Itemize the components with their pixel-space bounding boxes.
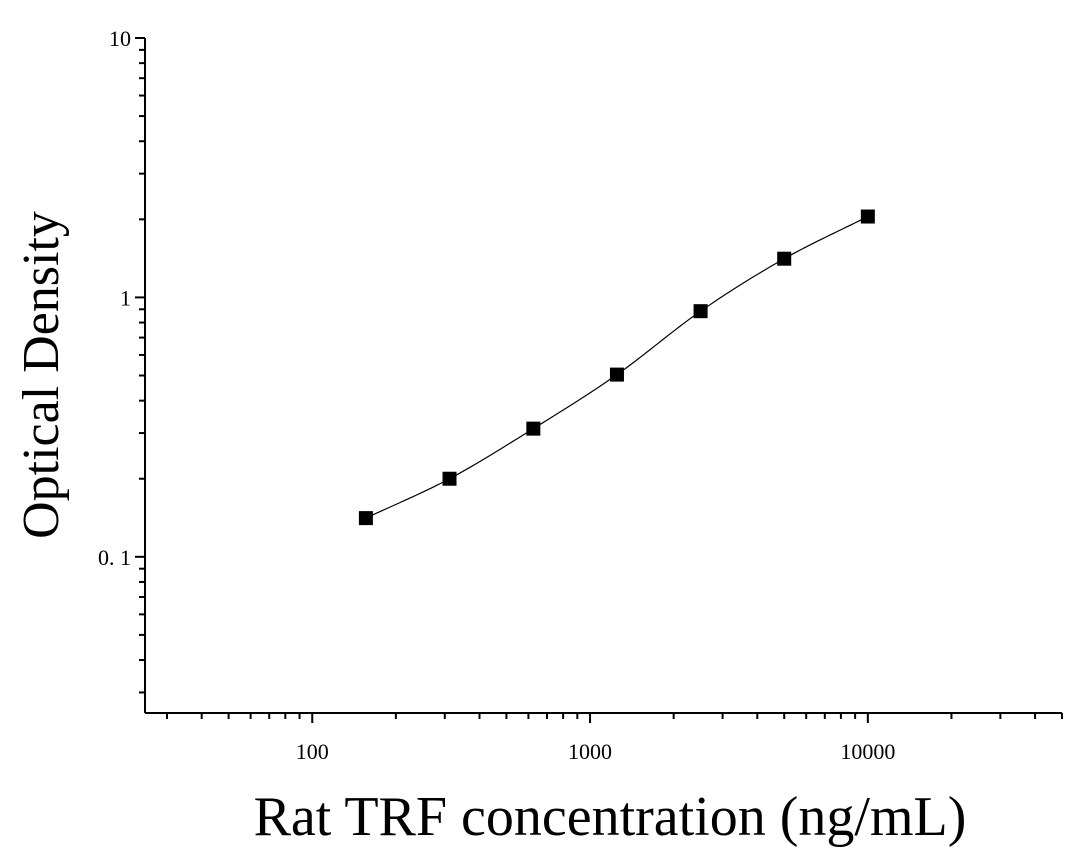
tick-labels: 100 1000 10000 0. 1 1 10 xyxy=(98,26,895,764)
data-point xyxy=(860,209,875,224)
y-tick-label: 1 xyxy=(120,285,131,310)
data-point xyxy=(609,367,624,382)
y-tick-label: 10 xyxy=(109,26,131,51)
fit-curve xyxy=(365,216,869,519)
ticks xyxy=(135,37,1063,723)
x-axis-title: Rat TRF concentration (ng/mL) xyxy=(254,786,967,848)
axes xyxy=(144,38,1062,714)
y-tick-label: 0. 1 xyxy=(98,545,131,570)
data-point xyxy=(777,251,792,266)
data-points xyxy=(358,209,875,526)
x-tick-label: 10000 xyxy=(840,739,895,764)
data-point xyxy=(693,304,708,319)
data-point xyxy=(358,511,373,526)
x-tick-label: 1000 xyxy=(568,739,612,764)
x-tick-label: 100 xyxy=(296,739,329,764)
y-axis-title: Optical Density xyxy=(13,211,70,539)
data-point xyxy=(526,421,541,436)
data-point xyxy=(442,471,457,486)
